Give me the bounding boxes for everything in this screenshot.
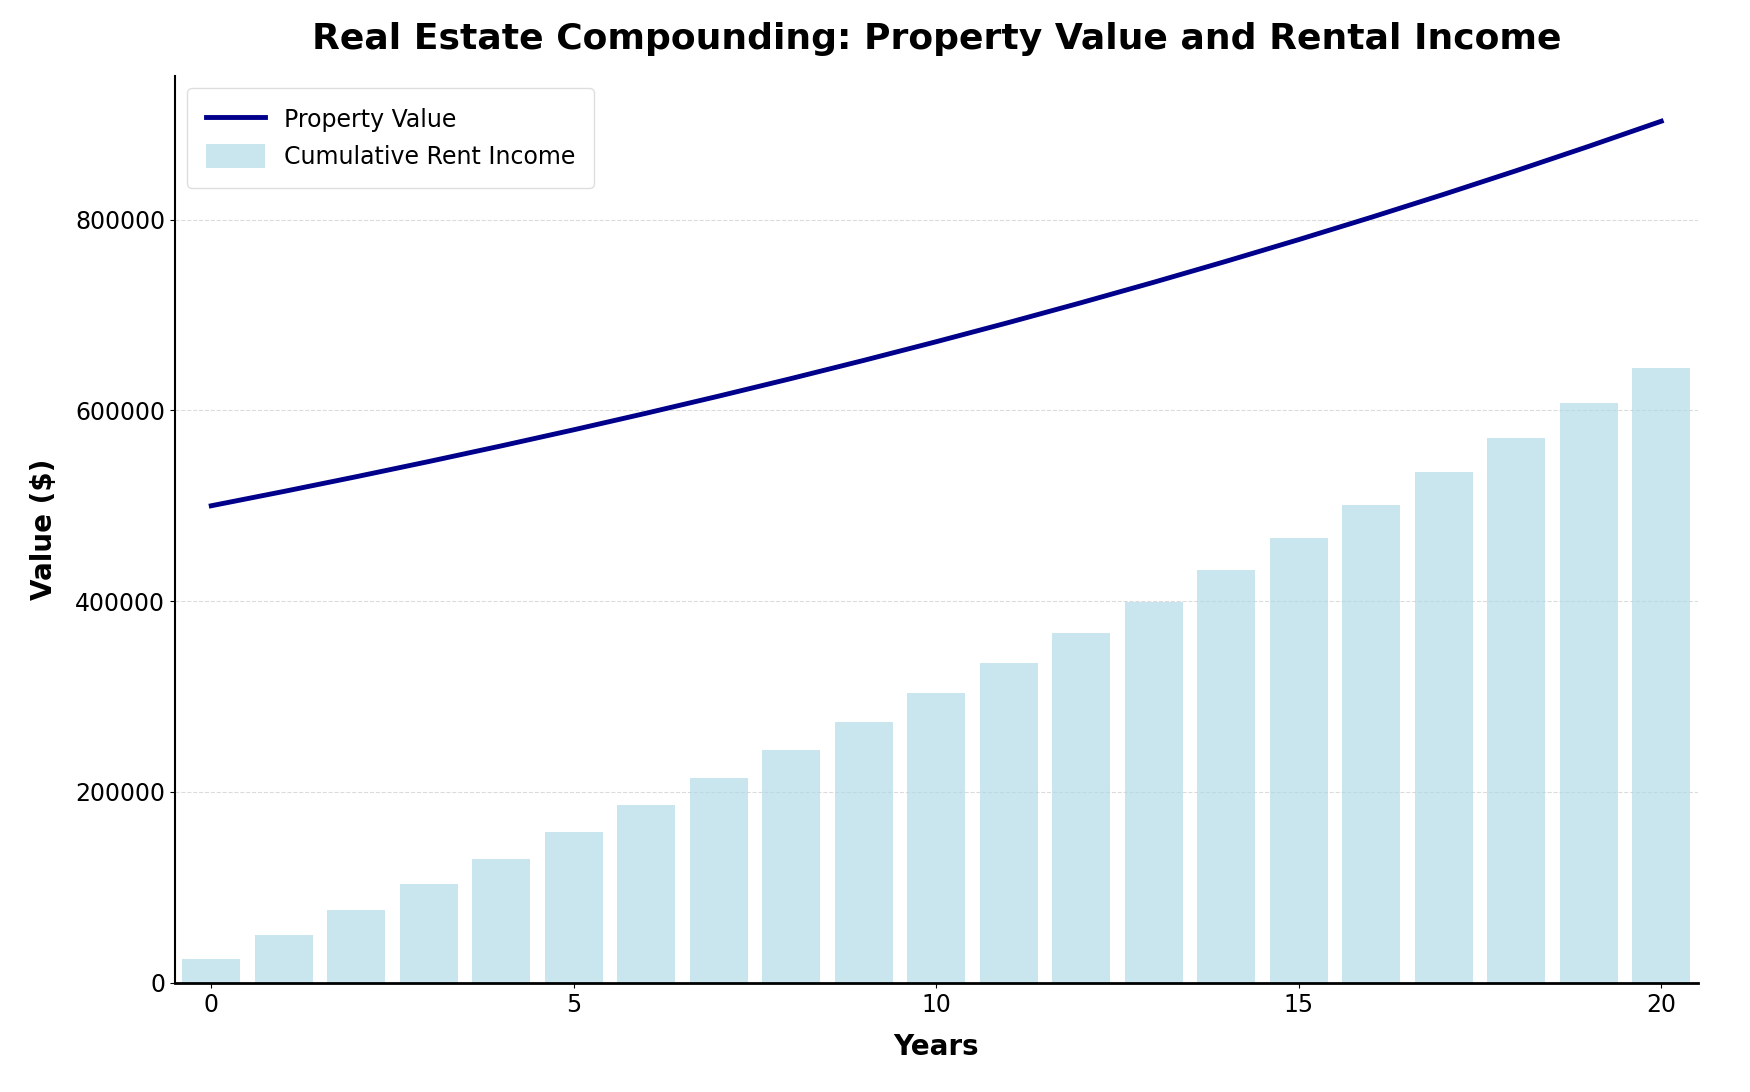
Property Value xyxy=(780,372,802,385)
Line: Property Value: Property Value xyxy=(212,121,1661,506)
Bar xyxy=(399,885,458,983)
Bar xyxy=(182,959,240,983)
Bar xyxy=(618,806,676,983)
Bar xyxy=(1633,368,1690,983)
Property Value xyxy=(1071,296,1092,309)
Y-axis label: Value ($): Value ($) xyxy=(30,459,58,601)
Bar xyxy=(906,692,966,983)
Bar xyxy=(1342,506,1400,983)
Legend: Property Value, Cumulative Rent Income: Property Value, Cumulative Rent Income xyxy=(187,88,593,188)
Property Value xyxy=(564,424,584,437)
Property Value xyxy=(201,499,222,512)
Bar xyxy=(327,910,385,983)
Property Value xyxy=(346,471,368,484)
Bar xyxy=(835,722,892,983)
Property Value xyxy=(709,390,730,403)
Bar xyxy=(544,832,602,983)
Property Value xyxy=(635,406,656,419)
Bar xyxy=(1052,632,1110,983)
Bar xyxy=(980,663,1038,983)
Bar xyxy=(1414,472,1473,983)
Property Value xyxy=(1433,188,1454,201)
Bar xyxy=(1125,602,1183,983)
Bar xyxy=(1559,403,1617,983)
Property Value xyxy=(490,439,511,452)
Bar xyxy=(1488,438,1545,983)
Bar xyxy=(1197,570,1255,983)
Property Value xyxy=(1143,275,1164,288)
Title: Real Estate Compounding: Property Value and Rental Income: Real Estate Compounding: Property Value … xyxy=(312,22,1561,56)
Bar xyxy=(763,750,821,983)
Property Value xyxy=(854,354,875,367)
X-axis label: Years: Years xyxy=(894,1033,978,1061)
Bar xyxy=(255,935,313,983)
Property Value xyxy=(1650,115,1671,128)
Bar xyxy=(1270,538,1328,983)
Property Value xyxy=(1362,211,1382,224)
Property Value xyxy=(926,335,947,348)
Property Value xyxy=(1578,140,1600,153)
Bar xyxy=(690,779,747,983)
Property Value xyxy=(997,316,1018,329)
Property Value xyxy=(273,485,294,498)
Property Value xyxy=(1505,164,1526,177)
Property Value xyxy=(1288,233,1309,246)
Bar xyxy=(473,858,530,983)
Property Value xyxy=(418,455,439,468)
Property Value xyxy=(1216,254,1237,268)
